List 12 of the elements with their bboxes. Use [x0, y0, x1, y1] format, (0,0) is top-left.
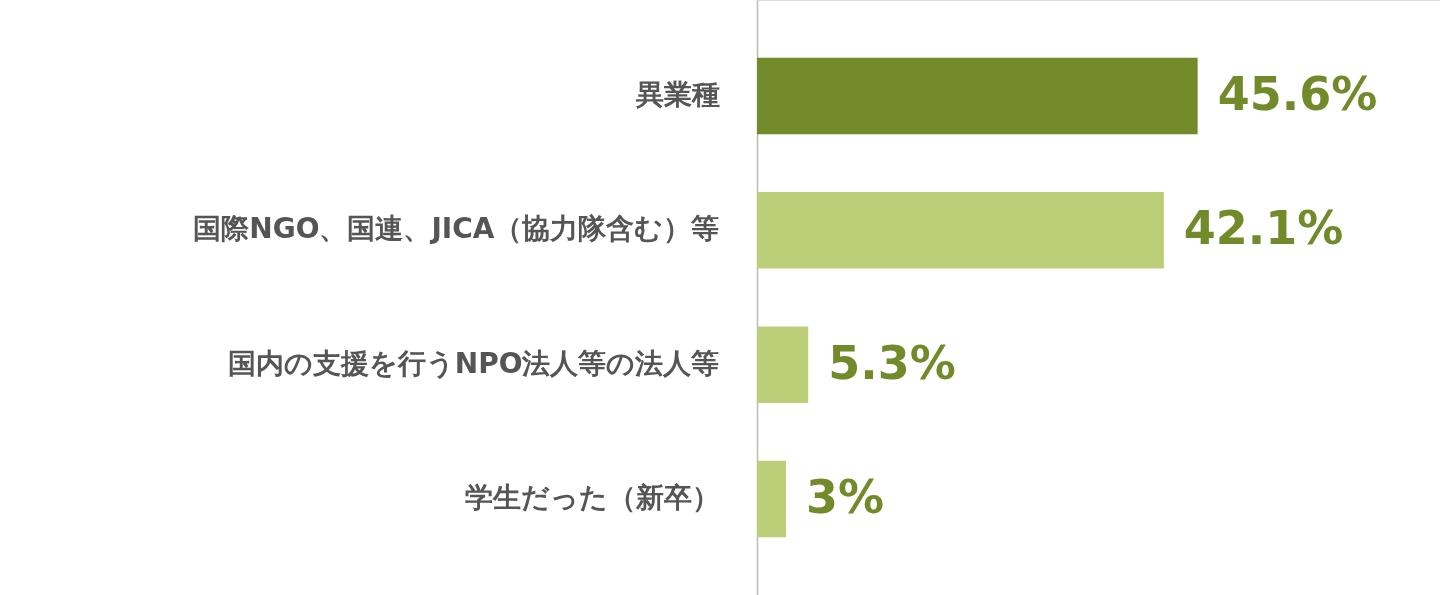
data-label: 42.1%: [1183, 201, 1344, 256]
bar: [757, 57, 1198, 135]
y-tick-label: 国内の支援を行うNPO法人等の法人等: [227, 346, 720, 380]
y-tick-label: 異業種: [634, 78, 720, 112]
y-tick-label: 学生だった（新卒）: [464, 480, 720, 514]
data-label: 5.3%: [828, 335, 956, 390]
data-label: 45.6%: [1217, 67, 1378, 122]
bar: [757, 460, 786, 538]
bar: [757, 192, 1164, 269]
data-label: 3%: [805, 469, 885, 524]
bar: [757, 326, 809, 403]
y-tick-label: 国際NGO、国連、JICA（協力隊含む）等: [193, 212, 720, 246]
